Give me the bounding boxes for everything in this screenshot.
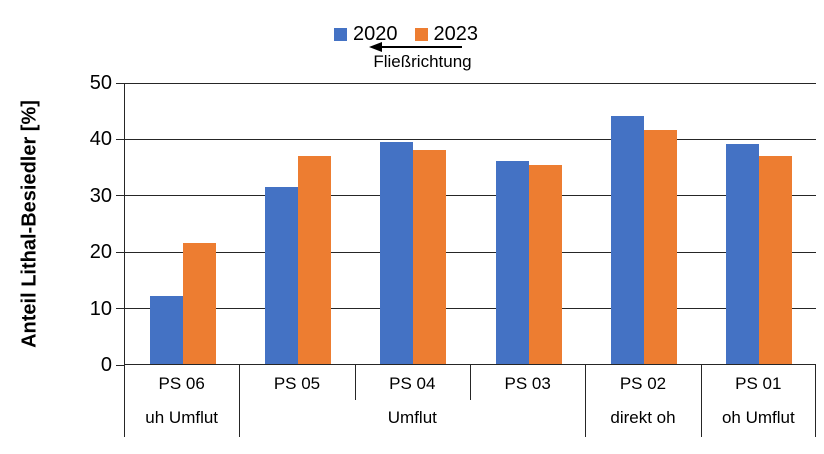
axis-separator (700, 365, 702, 437)
bar-2020-ps-06 (149, 296, 183, 364)
bar-2023-ps-03 (528, 165, 562, 364)
axis-separator (585, 365, 587, 437)
group-label-umflut: Umflut (387, 408, 437, 427)
y-axis-tick (116, 251, 124, 253)
y-axis-title: Anteil Lithal-Besiedler [%] (18, 100, 41, 348)
legend-swatch-2020 (334, 27, 347, 41)
gridline (125, 308, 816, 310)
category-label-ps-05: PS 05 (273, 374, 321, 393)
legend-swatch-2023 (414, 27, 428, 41)
y-axis-tick (116, 308, 124, 310)
category-label-ps-04: PS 04 (389, 374, 436, 393)
group-label-uh-umflut: uh Umflut (145, 408, 219, 427)
gridline (125, 251, 816, 253)
y-tick-label: 0 (100, 354, 112, 376)
y-tick-label: 40 (89, 128, 112, 151)
legend-label-2023: 2023 (433, 23, 479, 45)
bar-2020-ps-04 (380, 142, 414, 364)
y-tick-label: 10 (89, 297, 112, 320)
legend: 2020 2023 (334, 24, 478, 44)
x-axis-label-area: PS 06 PS 05 PS 04 PS 03 PS 02 PS 01 uh Umflut U… (124, 365, 816, 437)
category-label-ps-02: PS 02 (619, 374, 667, 393)
group-label-oh-umflut: oh Umflut (721, 408, 795, 427)
arrow-head (369, 42, 382, 52)
axis-separator (124, 365, 125, 437)
bar-2023-ps-04 (413, 150, 447, 364)
bar-2023-ps-02 (644, 129, 677, 364)
y-axis-tick (116, 364, 124, 366)
bar-2020-ps-02 (611, 115, 644, 364)
gridline (125, 138, 816, 140)
y-tick-label: 30 (89, 184, 112, 207)
bar-2020-ps-01 (726, 144, 760, 364)
category-label-ps-01: PS 01 (735, 374, 782, 393)
axis-separator (815, 365, 816, 437)
axis-separator (354, 365, 356, 400)
axis-separator (470, 365, 471, 400)
y-tick-label: 20 (89, 241, 112, 264)
gridline (125, 82, 816, 84)
legend-label-2020: 2020 (353, 23, 398, 45)
flow-direction-label: Fließrichtung (373, 52, 472, 71)
bar-2023-ps-01 (759, 156, 793, 364)
bar-2020-ps-03 (495, 160, 529, 364)
category-label-ps-03: PS 03 (504, 374, 551, 393)
legend-item-2020: 2020 (334, 24, 398, 44)
y-tick-label: 50 (89, 72, 112, 94)
bar-2023-ps-06 (182, 242, 216, 364)
left-arrow-icon (369, 42, 462, 52)
y-axis-tick (116, 82, 124, 84)
category-label-ps-06: PS 06 (158, 374, 205, 393)
gridline (125, 195, 816, 197)
axis-separator (239, 365, 241, 437)
group-label-direkt-oh: direkt oh (610, 408, 676, 427)
arrow-shaft (382, 46, 462, 48)
bar-2020-ps-05 (265, 186, 298, 364)
y-axis-tick (116, 195, 124, 197)
legend-item-2023: 2023 (414, 23, 479, 45)
y-axis-tick (116, 138, 124, 140)
plot-area (124, 82, 816, 365)
bar-2023-ps-05 (298, 156, 331, 364)
